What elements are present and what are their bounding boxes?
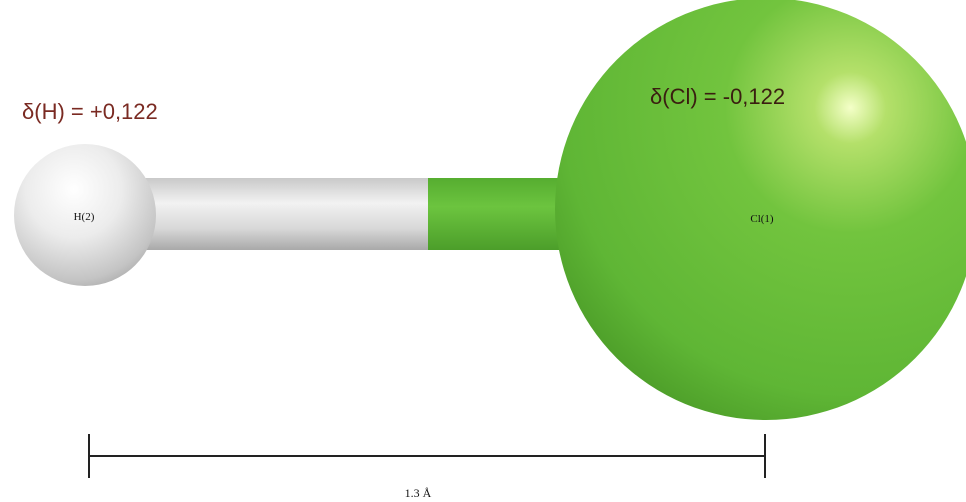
chlorine-atom-label: Cl(1): [750, 213, 774, 225]
scale-bar-label: 1.3 Å: [405, 486, 432, 500]
chlorine-partial-charge-label: δ(Cl) = -0,122: [650, 84, 785, 109]
bond-hydrogen-segment: [120, 178, 430, 250]
chlorine-atom: [555, 0, 966, 420]
scale-bar: [88, 434, 766, 478]
hydrogen-partial-charge-label: δ(H) = +0,122: [22, 99, 158, 124]
bond-chlorine-segment: [428, 178, 578, 250]
hydrogen-atom-label: H(2): [74, 211, 95, 223]
hydrogen-atom: [14, 144, 156, 286]
